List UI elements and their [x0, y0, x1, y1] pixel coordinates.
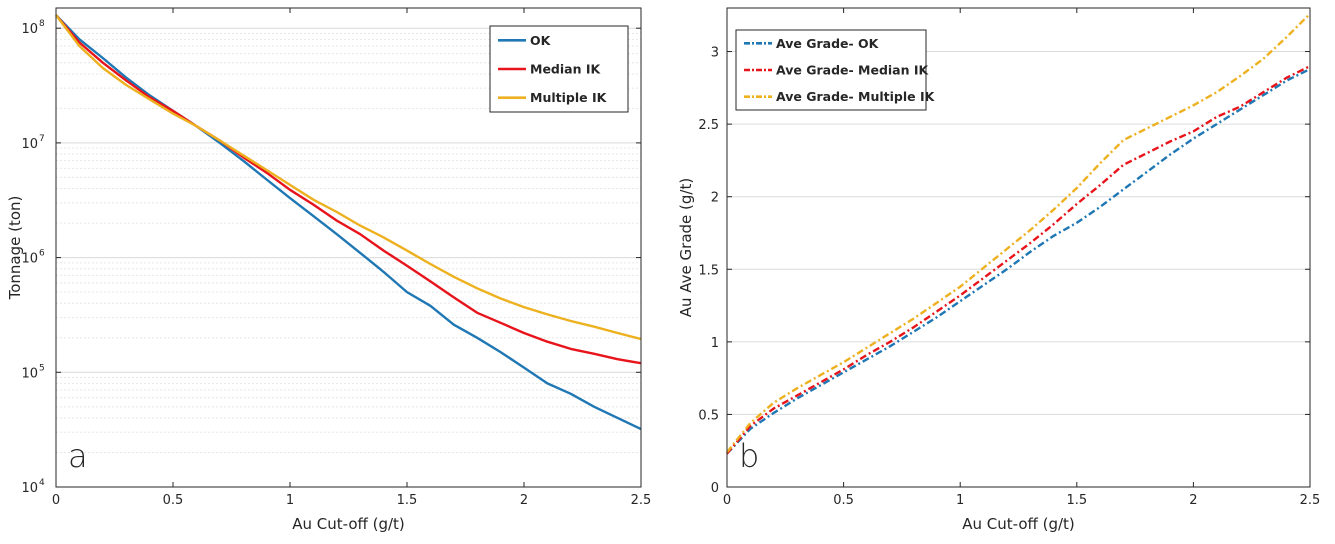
legend: OK Median IK Multiple IK — [489, 25, 629, 113]
x-tick-label: 1.5 — [1066, 493, 1087, 508]
y-axis-label: Au Ave Grade (g/t) — [677, 178, 695, 317]
x-tick-label: 0.5 — [833, 493, 854, 508]
series-line-1 — [726, 67, 1311, 455]
legend-label: Median IK — [530, 62, 601, 77]
axes-frame — [726, 7, 1311, 488]
legend-label: Ave Grade- OK — [776, 36, 880, 51]
x-tick-label: 0 — [52, 493, 60, 508]
x-tick-label: 1 — [286, 493, 294, 508]
legend: Ave Grade- OK Ave Grade- Median IK Ave Gra… — [735, 29, 936, 111]
x-axis-label: Au Cut-off (g/t) — [962, 515, 1075, 533]
y-tick-label: 0.5 — [698, 408, 719, 423]
y-tick-label: 1.5 — [698, 263, 719, 278]
chart-panel-b: 0 0.5 1 1.5 2 2.5 0 0.5 1 1.5 2 2.5 3 Au Cut-off (g/t… — [677, 7, 1321, 533]
gridlines — [56, 27, 641, 488]
legend-label: Ave Grade- Multiple IK — [776, 89, 936, 104]
x-tick-label: 1 — [956, 493, 964, 508]
y-tick-label: 10 — [21, 252, 38, 267]
y-tick-label-exponent: 5 — [39, 363, 45, 373]
legend-label: Ave Grade- Median IK — [776, 63, 930, 78]
axes-frame — [55, 7, 642, 488]
y-tick-label-exponent: 7 — [39, 134, 45, 144]
y-tick-label-exponent: 4 — [39, 478, 45, 488]
x-tick-label: 0 — [723, 493, 731, 508]
x-tick-label: 2 — [520, 493, 528, 508]
x-axis-label: Au Cut-off (g/t) — [292, 515, 405, 533]
y-tick-label-exponent: 8 — [39, 19, 45, 29]
y-tick-label: 10 — [21, 22, 38, 37]
y-tick-label: 1 — [711, 336, 719, 351]
panel-label: b — [739, 437, 759, 475]
y-tick-label: 10 — [21, 481, 38, 496]
series-line-3 — [726, 12, 1311, 453]
series-line-2 — [726, 65, 1311, 455]
series-line-3 — [55, 14, 642, 341]
series-line-2 — [55, 14, 642, 365]
y-tick-label-exponent: 6 — [39, 249, 45, 259]
legend-label: Multiple IK — [530, 90, 608, 105]
y-tick-label: 0 — [711, 481, 719, 496]
x-tick-label: 0.5 — [163, 493, 184, 508]
y-axis-label: Tonnage (ton) — [6, 196, 24, 301]
y-tick-label: 2 — [711, 191, 719, 206]
series-line-1 — [55, 14, 642, 431]
legend-box — [735, 29, 927, 111]
x-tick-label: 2.5 — [631, 493, 652, 508]
y-tick-label: 10 — [21, 366, 38, 381]
y-tick-label: 3 — [711, 46, 719, 61]
y-tick-label: 2.5 — [698, 118, 719, 133]
y-tick-label: 10 — [21, 137, 38, 152]
x-tick-label: 1.5 — [397, 493, 418, 508]
legend-label: OK — [530, 33, 552, 48]
panel-label: a — [68, 437, 88, 475]
x-tick-label: 2 — [1189, 493, 1197, 508]
x-tick-label: 2.5 — [1300, 493, 1321, 508]
